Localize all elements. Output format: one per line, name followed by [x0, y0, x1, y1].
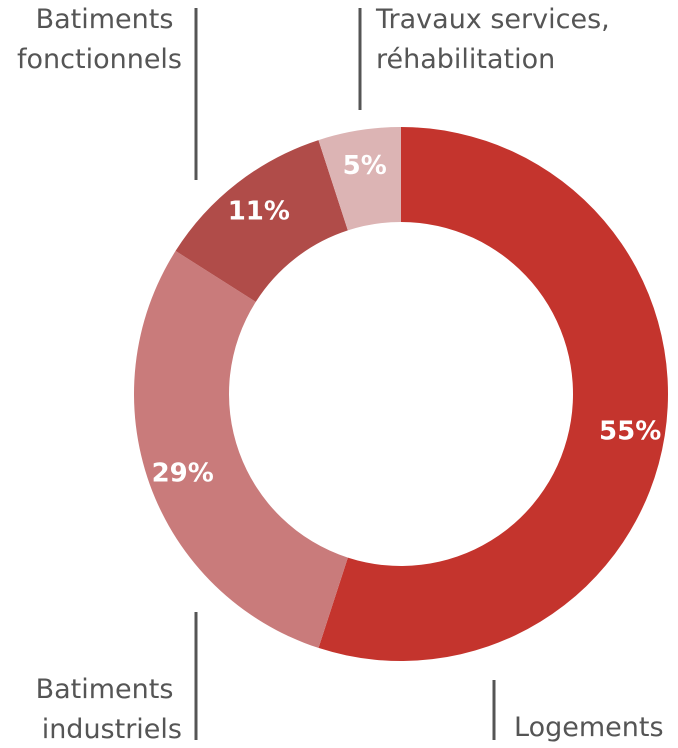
donut-slice-industriels	[134, 250, 348, 648]
percentage-label-logements: 55%	[599, 416, 661, 446]
percentage-labels: 55% 29% 11% 5%	[152, 151, 662, 489]
category-label-fonctionnels: Batiments fonctionnels	[17, 4, 182, 75]
donut-slices	[134, 127, 669, 662]
donut-slice-fonctionnels	[175, 140, 348, 302]
category-label-industriels: Batiments industriels	[36, 674, 182, 745]
donut-slice-travaux	[318, 127, 401, 231]
percentage-label-fonctionnels: 11%	[228, 197, 290, 227]
donut-slice-logements	[318, 127, 669, 662]
category-label-logements: Logements	[514, 712, 664, 743]
percentage-label-travaux: 5%	[343, 151, 387, 181]
percentage-label-industriels: 29%	[152, 459, 214, 489]
category-label-travaux: Travaux services, réhabilitation	[375, 4, 618, 75]
